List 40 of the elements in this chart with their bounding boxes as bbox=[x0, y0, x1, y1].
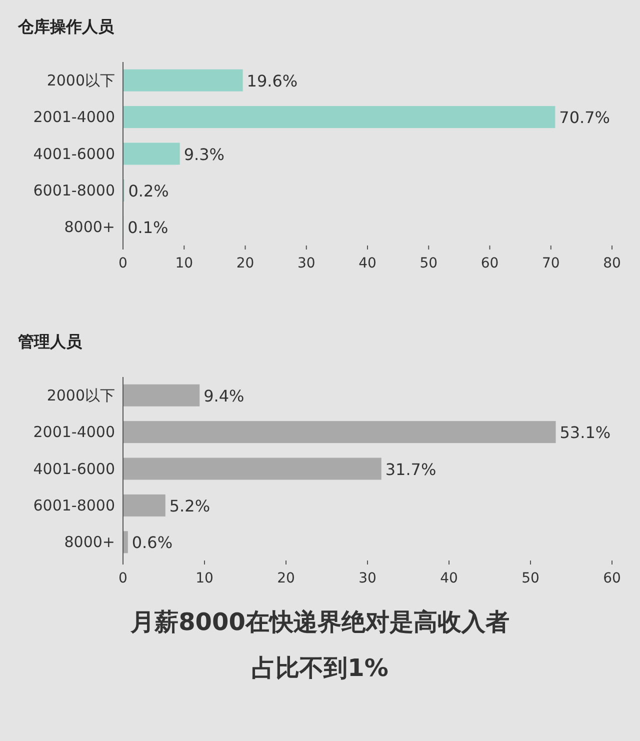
x-tick-label: 10 bbox=[196, 570, 214, 586]
data-label: 53.1% bbox=[560, 423, 611, 442]
x-tick-label: 60 bbox=[603, 570, 621, 586]
chart-title: 仓库操作人员 bbox=[17, 17, 115, 36]
x-tick-label: 40 bbox=[440, 570, 458, 586]
y-tick-label: 4001-6000 bbox=[33, 144, 115, 163]
y-tick-label: 2001-4000 bbox=[33, 108, 115, 126]
data-label: 0.1% bbox=[128, 218, 168, 238]
y-tick-label: 2000以下 bbox=[46, 386, 115, 404]
y-tick-label: 2001-4000 bbox=[33, 423, 115, 442]
text: 月薪8000在快递界绝对是高收入者 bbox=[130, 608, 510, 636]
data-label: 0.6% bbox=[132, 533, 173, 552]
data-label: 5.2% bbox=[169, 496, 210, 516]
y-tick-label: 8000+ bbox=[64, 533, 115, 552]
x-tick-label: 50 bbox=[420, 256, 438, 272]
data-label: 70.7% bbox=[559, 108, 610, 128]
y-tick-label: 2000以下 bbox=[46, 71, 115, 90]
x-tick-label: 40 bbox=[358, 256, 376, 272]
data-label: 9.4% bbox=[204, 386, 244, 406]
x-tick-label: 70 bbox=[542, 256, 560, 272]
data-label: 19.6% bbox=[246, 71, 298, 90]
y-tick-label: 4001-6000 bbox=[33, 460, 115, 478]
x-tick-label: 30 bbox=[297, 256, 316, 272]
x-tick-label: 0 bbox=[118, 256, 128, 272]
x-tick-label: 80 bbox=[603, 256, 621, 272]
x-tick-label: 30 bbox=[358, 570, 376, 586]
x-tick-label: 50 bbox=[522, 570, 540, 586]
x-tick-label: 20 bbox=[277, 570, 295, 586]
text: 占比不到1% bbox=[252, 654, 388, 682]
x-tick-label: 0 bbox=[118, 570, 128, 586]
data-label: 9.3% bbox=[184, 144, 225, 164]
y-tick-label: 8000+ bbox=[64, 218, 115, 236]
data-label: 31.7% bbox=[385, 460, 436, 479]
y-tick-label: 6001-8000 bbox=[33, 496, 115, 514]
data-label: 0.2% bbox=[128, 181, 169, 200]
x-tick-label: 60 bbox=[480, 256, 499, 272]
y-tick-label: 6001-8000 bbox=[33, 181, 115, 200]
x-tick-label: 20 bbox=[236, 256, 254, 272]
chart-title: 管理人员 bbox=[17, 332, 83, 351]
x-tick-label: 10 bbox=[175, 256, 194, 272]
